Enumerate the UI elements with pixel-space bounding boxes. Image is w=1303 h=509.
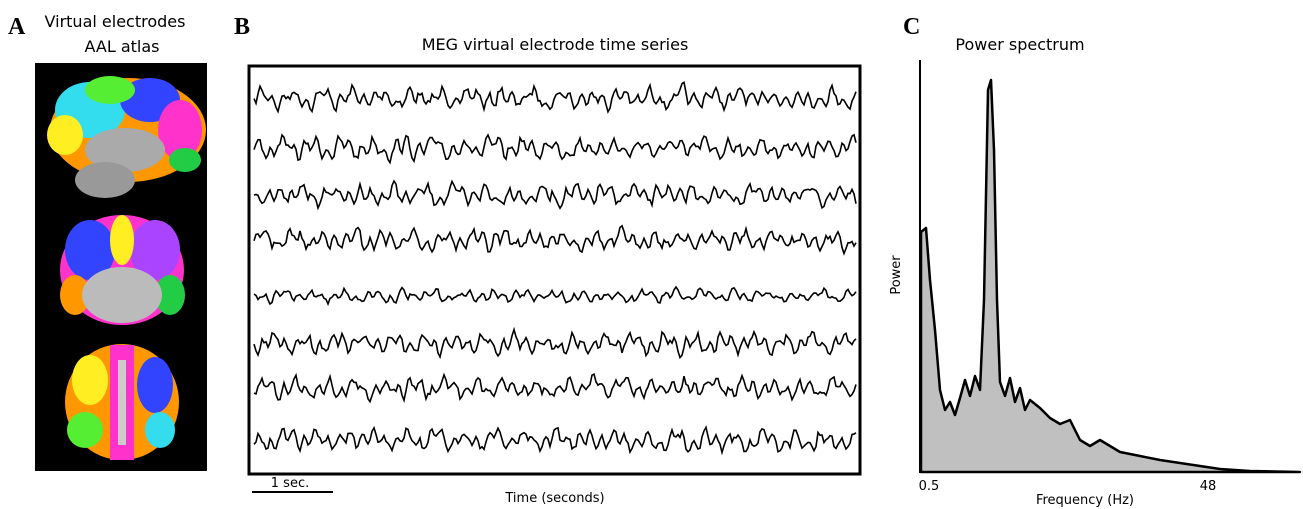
scale-bar-label: 1 sec.: [271, 476, 309, 491]
x-axis-label: Time (seconds): [504, 491, 604, 506]
x-tick-label: 0.5: [919, 479, 940, 494]
panel-title: Power spectrum: [955, 35, 1084, 54]
plot-frame: [247, 64, 862, 476]
panel-title: AAL atlas: [85, 37, 160, 56]
trace: [253, 133, 857, 165]
x-tick-label: 48: [1200, 479, 1217, 494]
panel-letter: B: [234, 14, 250, 40]
trace: [253, 425, 857, 456]
panel-title: Virtual electrodes: [45, 12, 186, 31]
x-axis-label: Frequency (Hz): [1036, 493, 1134, 508]
panel-letter: C: [903, 14, 920, 40]
trace: [253, 372, 857, 404]
panel-title: MEG virtual electrode time series: [422, 35, 689, 54]
y-axis-label: Power: [889, 255, 904, 295]
trace: [253, 326, 857, 360]
panel-letter: A: [8, 14, 26, 40]
spectrum: [919, 78, 1302, 474]
trace: [253, 285, 857, 307]
brain-images: [35, 63, 207, 471]
trace: [253, 224, 857, 256]
traces: [253, 80, 857, 456]
trace: [253, 80, 857, 114]
trace: [253, 179, 857, 211]
